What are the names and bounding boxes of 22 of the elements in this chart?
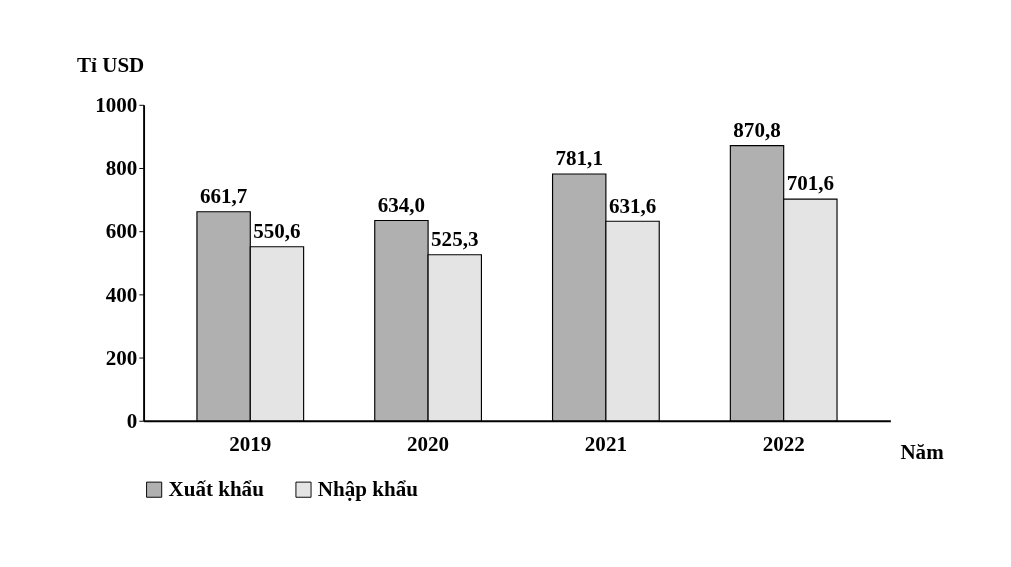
legend-label: Nhập khẩu bbox=[317, 477, 419, 502]
x-tick-label: 2020 bbox=[407, 431, 450, 456]
data-label: 634,0 bbox=[377, 192, 426, 217]
data-label: 661,7 bbox=[199, 184, 248, 209]
y-tick-label: 600 bbox=[105, 219, 138, 244]
x-tick-label: 2021 bbox=[584, 431, 627, 456]
y-tick-label: 800 bbox=[105, 156, 138, 181]
y-tick-label: 400 bbox=[105, 282, 138, 307]
data-label: 870,8 bbox=[733, 118, 781, 143]
data-label: 701,6 bbox=[786, 171, 835, 196]
data-label: 781,1 bbox=[555, 146, 603, 171]
x-tick-label: 2019 bbox=[229, 431, 272, 456]
legend-label: Xuất khẩu bbox=[168, 477, 265, 502]
y-tick-label: 0 bbox=[126, 408, 138, 433]
data-label: 631,6 bbox=[608, 193, 657, 218]
y-tick-label: 200 bbox=[105, 345, 138, 370]
y-axis-title: Tỉ USD bbox=[77, 52, 145, 77]
data-label: 525,3 bbox=[431, 227, 479, 252]
x-tick-label: 2022 bbox=[762, 431, 805, 456]
y-tick-label: 1000 bbox=[95, 93, 138, 117]
x-axis-title: Năm bbox=[900, 439, 945, 464]
data-label: 550,6 bbox=[253, 219, 301, 244]
